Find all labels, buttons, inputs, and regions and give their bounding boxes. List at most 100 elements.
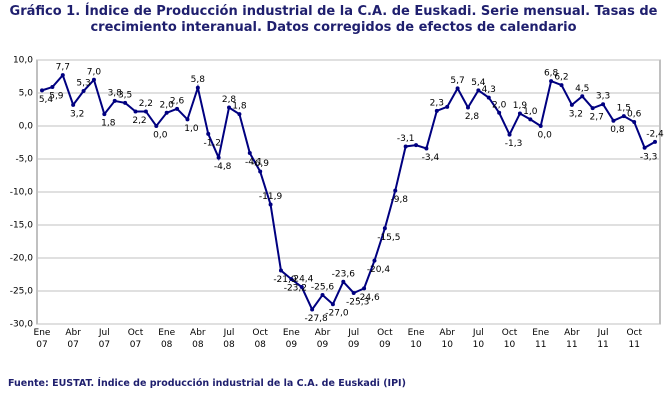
data-label: 0,0 bbox=[538, 131, 553, 141]
data-label: 0,8 bbox=[610, 125, 625, 135]
data-label: 1,8 bbox=[232, 102, 247, 112]
x-tick-label: Ene 11 bbox=[532, 328, 550, 350]
data-label: 2,2 bbox=[132, 116, 146, 126]
data-label: 0,6 bbox=[627, 110, 642, 120]
x-tick-label: Oct 08 bbox=[252, 328, 268, 350]
data-point bbox=[164, 110, 169, 115]
data-point bbox=[123, 100, 128, 105]
data-point bbox=[455, 86, 460, 91]
data-point bbox=[611, 118, 616, 123]
data-label: -25,6 bbox=[311, 282, 335, 292]
data-point bbox=[299, 285, 304, 290]
data-label: 7,0 bbox=[87, 67, 102, 77]
data-point bbox=[434, 108, 439, 113]
data-point bbox=[175, 106, 180, 111]
data-point bbox=[403, 144, 408, 149]
x-tick-label: Abr 11 bbox=[564, 328, 580, 350]
data-label: -3,1 bbox=[397, 134, 415, 144]
data-label: 5,4 bbox=[471, 78, 486, 88]
x-tick-label: Oct 09 bbox=[377, 328, 393, 350]
data-label: 5,3 bbox=[76, 79, 90, 89]
data-label: -24,4 bbox=[290, 275, 314, 285]
x-tick-label: Jul 09 bbox=[347, 328, 360, 350]
x-tick-label: Ene 10 bbox=[407, 328, 425, 350]
data-label: 1,0 bbox=[523, 107, 538, 117]
source-note: Fuente: EUSTAT. Índice de producción ind… bbox=[8, 378, 406, 389]
data-label: 1,9 bbox=[513, 101, 528, 111]
data-point bbox=[268, 202, 273, 207]
x-tick-label: Ene 07 bbox=[33, 328, 51, 350]
data-label: -21,9 bbox=[273, 275, 297, 285]
data-point bbox=[310, 307, 315, 312]
data-label: -27,0 bbox=[325, 309, 349, 319]
data-label: 3,3 bbox=[596, 92, 610, 102]
data-point bbox=[559, 83, 564, 88]
data-label: -9,8 bbox=[390, 195, 408, 205]
data-point bbox=[216, 155, 221, 160]
data-label: -11,9 bbox=[259, 192, 283, 202]
data-label: 2,8 bbox=[465, 112, 480, 122]
x-tick-label: Ene 08 bbox=[158, 328, 176, 350]
data-label: 2,7 bbox=[589, 113, 603, 123]
chart-title: Gráfico 1. Índice de Producción industri… bbox=[9, 4, 658, 35]
data-label: 2,6 bbox=[170, 96, 185, 106]
y-tick-label: -15,0 bbox=[10, 221, 34, 231]
data-point bbox=[414, 143, 419, 148]
data-label: -4,1 bbox=[245, 158, 263, 168]
x-tick-label: Abr 08 bbox=[190, 328, 206, 350]
data-label: -1,2 bbox=[203, 138, 221, 148]
y-tick-label: -20,0 bbox=[10, 254, 34, 264]
data-label: 2,0 bbox=[160, 100, 175, 110]
data-point bbox=[590, 106, 595, 111]
y-tick-label: 5,0 bbox=[19, 89, 34, 99]
x-tick-label: Oct 10 bbox=[501, 328, 518, 350]
data-label: -4,8 bbox=[214, 162, 232, 172]
data-point bbox=[143, 109, 148, 114]
data-point bbox=[102, 112, 107, 117]
data-label: 3,2 bbox=[569, 109, 583, 119]
data-point bbox=[154, 124, 159, 128]
data-point bbox=[497, 110, 502, 115]
data-point bbox=[320, 292, 325, 297]
data-point bbox=[81, 89, 86, 94]
data-point bbox=[195, 85, 200, 90]
data-label: 1,5 bbox=[617, 104, 631, 114]
x-tick-label: Jul 08 bbox=[223, 328, 235, 350]
data-label: -3,4 bbox=[422, 153, 440, 163]
data-point bbox=[538, 124, 543, 128]
data-label: 0,0 bbox=[153, 131, 168, 141]
data-point bbox=[185, 117, 190, 122]
data-label: 1,8 bbox=[101, 119, 116, 129]
data-point bbox=[60, 73, 65, 78]
data-label: 2,3 bbox=[430, 98, 444, 108]
data-label: 5,7 bbox=[450, 76, 464, 86]
y-tick-label: 10,0 bbox=[13, 56, 33, 66]
data-point bbox=[653, 139, 657, 144]
y-tick-label: -5,0 bbox=[15, 155, 33, 165]
data-label: 6,8 bbox=[544, 69, 559, 79]
x-tick-label: Abr 09 bbox=[314, 328, 331, 350]
data-label: -6,9 bbox=[251, 159, 269, 169]
data-point bbox=[382, 226, 387, 231]
data-point bbox=[621, 114, 626, 119]
data-point bbox=[227, 105, 232, 110]
x-tick-label: Abr 10 bbox=[439, 328, 455, 350]
data-point bbox=[517, 111, 522, 116]
y-tick-label: -30,0 bbox=[10, 320, 34, 330]
x-tick-label: Abr 07 bbox=[65, 328, 81, 350]
data-point bbox=[258, 169, 263, 174]
data-label: 2,8 bbox=[222, 95, 237, 105]
data-point bbox=[393, 188, 398, 193]
data-label: -3,3 bbox=[640, 152, 658, 162]
x-tick-label: Oct 11 bbox=[626, 328, 642, 350]
data-label: 2,0 bbox=[492, 100, 507, 110]
data-point bbox=[40, 88, 44, 93]
data-label: 2,2 bbox=[139, 99, 153, 109]
data-point bbox=[133, 109, 138, 114]
data-label: 5,9 bbox=[49, 92, 64, 102]
data-label: 3,8 bbox=[108, 88, 123, 98]
data-label: -23,2 bbox=[284, 284, 307, 294]
data-label: -27,8 bbox=[304, 314, 328, 324]
data-point bbox=[642, 145, 647, 150]
